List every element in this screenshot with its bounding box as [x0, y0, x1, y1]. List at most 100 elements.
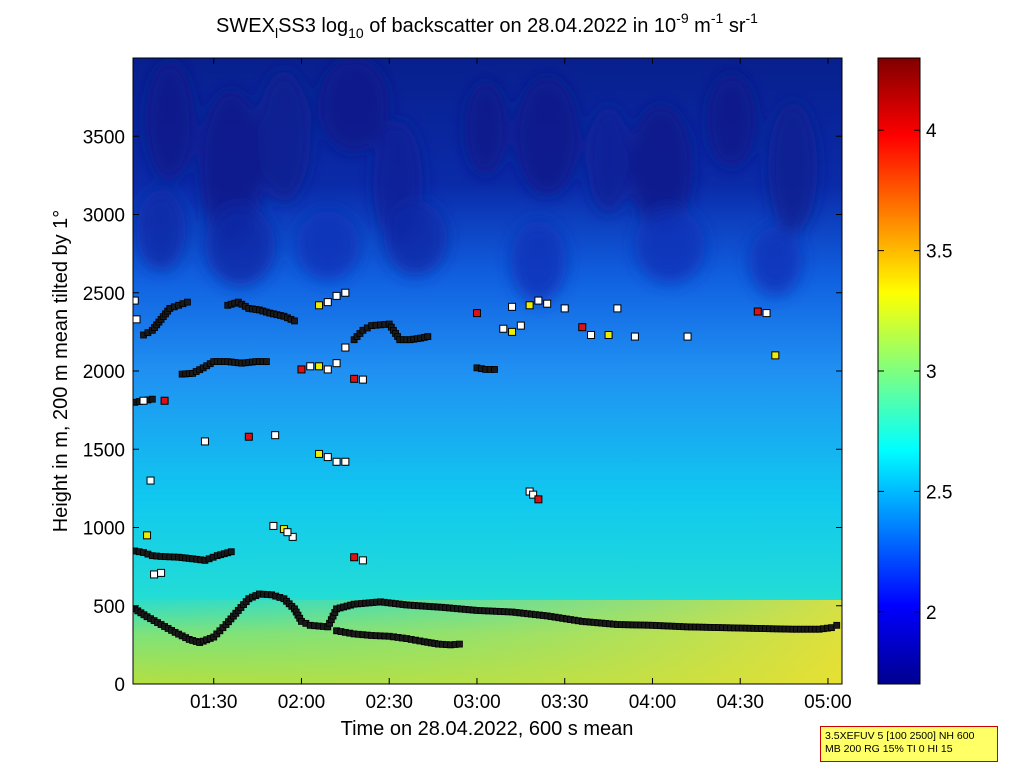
scatter-point [578, 323, 587, 332]
scatter-point [139, 396, 148, 405]
scatter-point [133, 296, 139, 305]
y-axis: 0 500 1000 1500 2000 2500 3000 3500 [83, 127, 842, 696]
x-tick-label: 05:00 [804, 692, 852, 713]
scatter-point [157, 568, 166, 577]
scatter-point [613, 304, 622, 313]
dark-region-9 [706, 73, 757, 168]
title-sub: l [275, 25, 278, 41]
colorbar-tick-label: 2 [926, 603, 937, 624]
dark-region-2 [257, 70, 311, 202]
scatter-point [332, 359, 341, 368]
layer-marker [833, 621, 841, 629]
layer-7 [350, 320, 432, 344]
dark-region-5 [464, 81, 507, 176]
dark-region-16 [634, 208, 706, 284]
scatter-point [508, 302, 517, 311]
y-tick-label: 3500 [83, 127, 125, 148]
scatter-point [146, 476, 155, 485]
scatter-point [323, 298, 332, 307]
scatter-point [341, 288, 350, 297]
scatter-point [283, 528, 292, 537]
x-tick-label: 03:00 [453, 692, 501, 713]
dark-region-8 [629, 104, 693, 231]
dark-region-7 [587, 106, 630, 213]
dark-region-12 [204, 205, 276, 287]
scatter-point [587, 331, 596, 340]
layer-marker [262, 358, 270, 366]
scatter-point [133, 315, 141, 324]
scatter-point [604, 331, 613, 340]
layer-marker [424, 333, 432, 340]
scatter-point [534, 296, 543, 305]
scatter-point [534, 495, 543, 504]
dark-region-13 [296, 211, 360, 281]
title-sup3: -1 [746, 10, 759, 26]
x-tick-label: 02:00 [278, 692, 326, 713]
x-tick-label: 03:30 [541, 692, 589, 713]
scatter-point [516, 321, 525, 330]
title-unit2: sr [723, 15, 746, 37]
y-tick-label: 1000 [83, 519, 125, 540]
colorbar-ticks: 2 2.5 3 3.5 4 [878, 121, 952, 624]
colorbar: 2 2.5 3 3.5 4 [877, 57, 952, 685]
layer-6 [224, 298, 298, 325]
scatter-point [358, 375, 367, 384]
layer-2 [133, 547, 235, 564]
scatter-point [683, 332, 692, 341]
layer-marker [456, 640, 463, 648]
scatter-point [341, 343, 350, 352]
scatter-point [315, 449, 324, 458]
scatter-point [288, 532, 297, 541]
scatter-point [332, 291, 341, 300]
layer-marker [148, 395, 156, 403]
colorbar-tick-label: 4 [926, 121, 937, 142]
backscatter-heatmap [133, 58, 842, 684]
title-prefix: SWEX [216, 15, 275, 37]
scatter-point [543, 299, 552, 308]
scatter-point [297, 365, 306, 374]
layer-marker [491, 366, 498, 373]
scatter-point [315, 362, 324, 371]
scatter-point [508, 327, 517, 336]
info-line-1: 3.5XEFUV 5 [100 2500] NH 600 [825, 730, 975, 742]
x-tick-label: 04:00 [629, 692, 677, 713]
scatter-point [525, 301, 534, 310]
layer-marker [291, 317, 298, 325]
scatter-point [472, 309, 481, 318]
title-sub2: 10 [348, 25, 364, 41]
y-axis-label: Height in m, 200 m mean tilted by 1° [50, 210, 72, 533]
scatter-point [143, 531, 152, 540]
scatter-point [244, 432, 253, 441]
x-tick-label: 04:30 [716, 692, 764, 713]
colorbar-tick-label: 3 [926, 362, 937, 383]
title-rest: of backscatter on 28.04.2022 in 10 [364, 15, 676, 37]
scatter-point [271, 431, 280, 440]
dark-region-17 [748, 227, 802, 296]
scatter-point [350, 374, 359, 383]
y-tick-label: 3000 [83, 206, 125, 227]
scatter-point [150, 570, 159, 579]
scatter-point [753, 307, 762, 316]
dark-region-15 [510, 220, 567, 303]
title-unit1: m [689, 15, 711, 37]
y-tick-label: 2000 [83, 362, 125, 383]
scatter-point [323, 453, 332, 462]
layer-marker [184, 298, 191, 306]
layer-0 [133, 590, 841, 646]
layer-marker [227, 548, 235, 556]
scatter-point [529, 490, 538, 499]
dark-region-11 [136, 189, 186, 271]
dark-regions [136, 58, 818, 303]
detected-points [133, 288, 780, 579]
detected-layers [133, 298, 841, 649]
scatter-point [315, 301, 324, 310]
y-tick-label: 500 [93, 597, 125, 618]
y-tick-label: 1500 [83, 440, 125, 461]
dark-region-6 [515, 76, 579, 196]
layer-1 [333, 627, 463, 649]
title-mid: SS3 log [278, 15, 348, 37]
scatter-point [762, 309, 771, 318]
scatter-point [306, 362, 315, 371]
x-tick-label: 02:30 [365, 692, 413, 713]
x-axis: 01:30 02:00 02:30 03:00 03:30 04:00 04:30 05:00 [190, 58, 852, 713]
